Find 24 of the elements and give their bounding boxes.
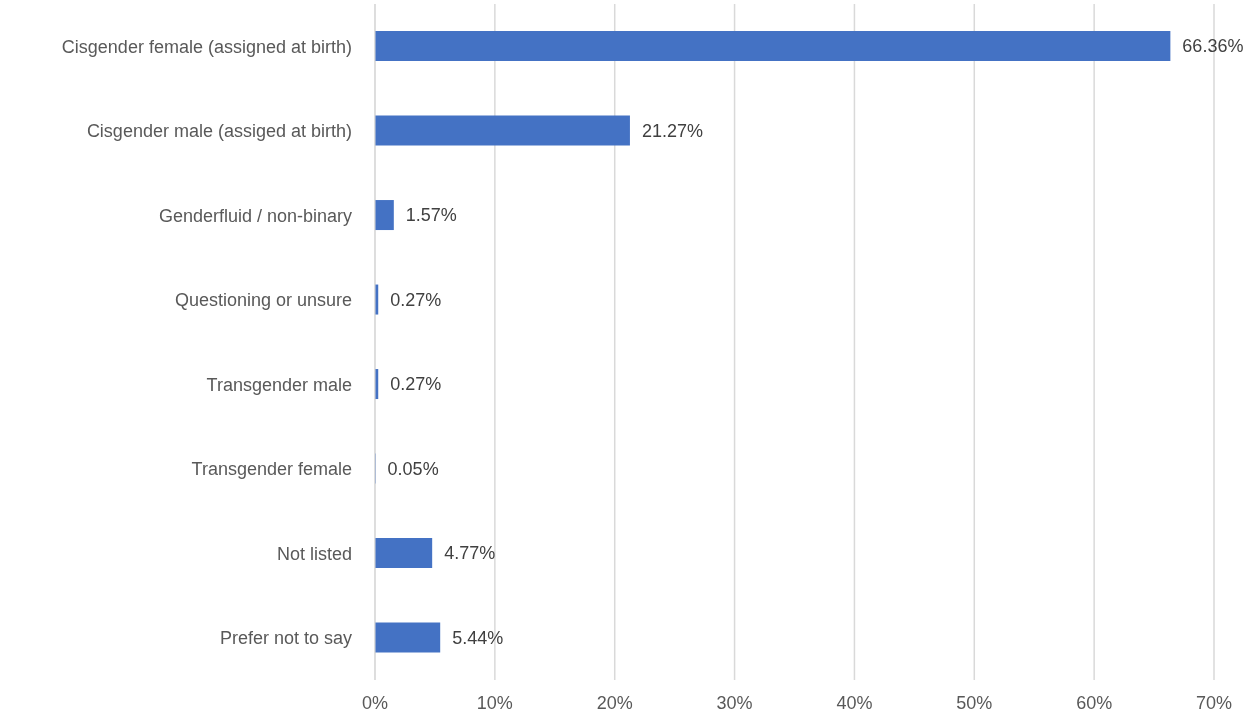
data-label: 1.57% bbox=[405, 205, 457, 226]
x-tick-label: 0% bbox=[361, 692, 389, 713]
x-tick-label: 50% bbox=[956, 692, 993, 713]
y-tick-label: Questioning or unsure bbox=[174, 290, 352, 311]
x-tick-label: 40% bbox=[836, 692, 873, 713]
y-tick-label: Cisgender male (assiged at birth) bbox=[86, 121, 352, 142]
data-label: 0.27% bbox=[390, 374, 442, 395]
x-tick-label: 60% bbox=[1076, 692, 1113, 713]
y-tick-label: Transgender male bbox=[206, 374, 352, 395]
data-label: 21.27% bbox=[641, 120, 703, 141]
data-label: 66.36% bbox=[1182, 36, 1244, 57]
y-tick-label: Prefer not to say bbox=[219, 628, 352, 649]
data-label: 5.44% bbox=[452, 627, 504, 648]
y-tick-label: Cisgender female (assigned at birth) bbox=[61, 36, 352, 57]
x-tick-label: 20% bbox=[596, 692, 633, 713]
y-tick-label: Genderfluid / non-binary bbox=[158, 205, 352, 226]
x-tick-label: 70% bbox=[1195, 692, 1233, 713]
data-label: 0.27% bbox=[390, 289, 442, 310]
y-tick-label: Not listed bbox=[276, 543, 352, 564]
y-tick-label: Transgender female bbox=[191, 459, 352, 480]
data-label: 0.05% bbox=[387, 458, 439, 479]
x-tick-label: 10% bbox=[476, 692, 513, 713]
data-label: 4.77% bbox=[444, 543, 496, 564]
x-tick-label: 30% bbox=[716, 692, 753, 713]
